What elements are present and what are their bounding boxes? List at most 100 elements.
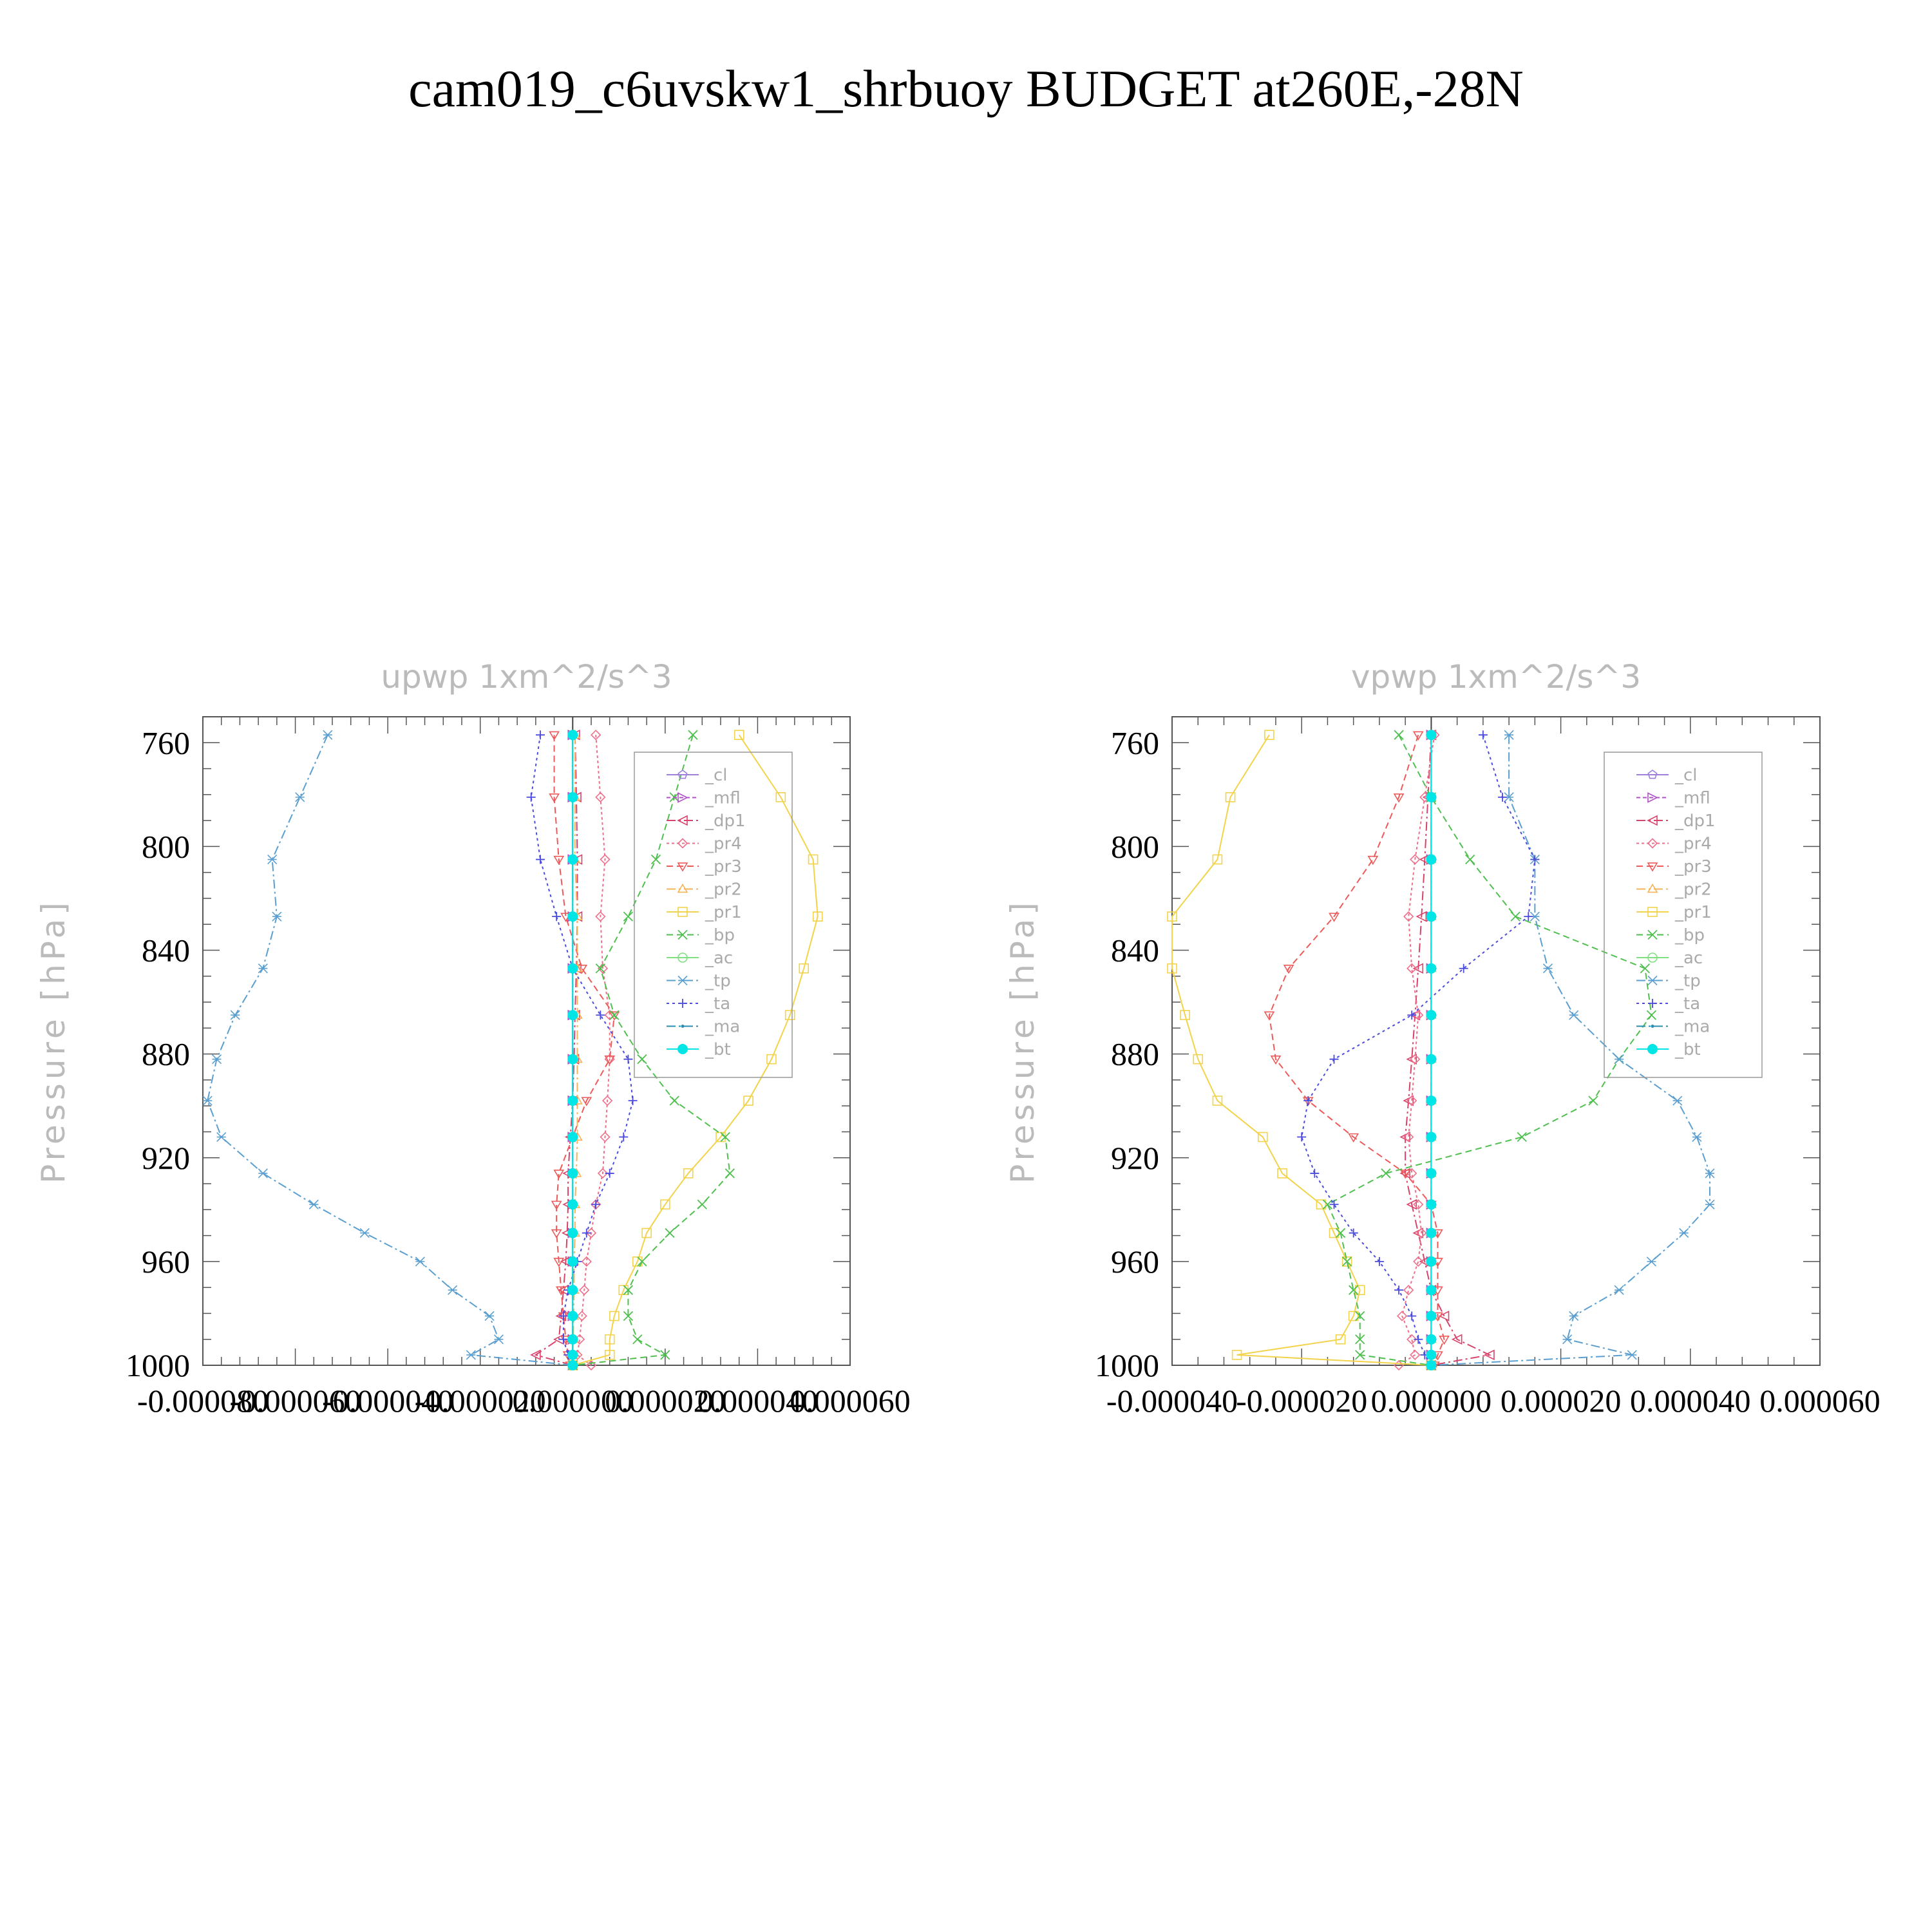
vpwp-point-bt bbox=[1426, 963, 1437, 974]
vpwp-point-bt bbox=[1426, 1360, 1437, 1370]
vpwp-series-group bbox=[1167, 729, 1715, 1371]
vpwp-panel: vpwp 1xm^2/s^3 Pressure [hPa] 760 800 840 880… bbox=[1004, 658, 1880, 1419]
vpwp-x-tick-label: 0.000060 bbox=[1759, 1383, 1880, 1419]
vpwp-point-pr1 bbox=[1341, 1256, 1352, 1267]
upwp-legend-label: _ta bbox=[705, 994, 730, 1014]
vpwp-legend-label: _pr1 bbox=[1674, 903, 1712, 922]
upwp-point-bt bbox=[567, 1010, 578, 1021]
upwp-y-tick-label: 760 bbox=[142, 724, 190, 761]
vpwp-point-dp1 bbox=[1399, 1132, 1410, 1142]
upwp-point-pr3 bbox=[553, 855, 565, 866]
vpwp-legend-marker-pr1 bbox=[1647, 907, 1658, 917]
upwp-point-tp bbox=[448, 1285, 458, 1295]
vpwp-panel-title: vpwp 1xm^2/s^3 bbox=[1351, 658, 1641, 696]
vpwp-point-pr4 bbox=[1410, 1054, 1421, 1065]
upwp-point-pr4 bbox=[595, 911, 606, 922]
vpwp-point-dp1 bbox=[1451, 1334, 1463, 1345]
upwp-point-bt bbox=[567, 1285, 578, 1296]
upwp-plot-frame bbox=[202, 716, 851, 1366]
vpwp-point-pr4 bbox=[1413, 1010, 1424, 1021]
vpwp-point-pr4 bbox=[1403, 1285, 1414, 1296]
upwp-y-tick-label: 800 bbox=[142, 828, 190, 864]
vpwp-legend-marker-bp bbox=[1647, 929, 1658, 940]
upwp-y-tick-label: 840 bbox=[142, 933, 190, 969]
upwp-point-ta bbox=[619, 1132, 629, 1142]
upwp-legend-label: _mfl bbox=[705, 789, 741, 808]
upwp-point-ta bbox=[623, 1054, 633, 1064]
upwp-point-bt bbox=[567, 1360, 578, 1370]
vpwp-point-ta bbox=[1329, 1200, 1339, 1209]
vpwp-y-axis-label: Pressure [hPa] bbox=[1004, 898, 1041, 1184]
upwp-series-line-pr3 bbox=[553, 735, 615, 1366]
vpwp-series-line-pr3 bbox=[1268, 734, 1445, 1366]
vpwp-point-pr1 bbox=[1277, 1168, 1287, 1179]
upwp-point-bt bbox=[567, 791, 578, 802]
vpwp-point-pr4 bbox=[1410, 854, 1421, 865]
vpwp-point-bp bbox=[1335, 1227, 1346, 1238]
upwp-point-bp bbox=[724, 1168, 735, 1179]
upwp-y-tick-label: 1000 bbox=[126, 1347, 190, 1383]
upwp-point-ta bbox=[558, 1334, 568, 1344]
vpwp-point-dp1 bbox=[1399, 1168, 1410, 1179]
upwp-point-tp bbox=[202, 1095, 213, 1106]
upwp-point-pr3 bbox=[549, 731, 560, 741]
upwp-legend-marker-pr1 bbox=[677, 907, 688, 917]
vpwp-legend-marker-pr2 bbox=[1647, 883, 1658, 893]
upwp-point-tp bbox=[415, 1256, 425, 1267]
upwp-point-bt bbox=[567, 1095, 578, 1106]
vpwp-point-bt bbox=[1426, 1311, 1437, 1321]
vpwp-point-pr1 bbox=[1329, 1227, 1340, 1238]
upwp-point-bt bbox=[567, 1199, 578, 1210]
vpwp-legend-marker-dp1 bbox=[1647, 815, 1658, 826]
vpwp-x-tick-label: 0.000040 bbox=[1630, 1383, 1751, 1419]
vpwp-point-pr3 bbox=[1264, 1011, 1275, 1021]
upwp-point-pr4 bbox=[579, 1285, 590, 1296]
upwp-point-ta bbox=[596, 1010, 605, 1020]
upwp-point-pr4 bbox=[581, 1256, 592, 1267]
vpwp-point-pr1 bbox=[1335, 1334, 1346, 1345]
upwp-legend-marker-pr3 bbox=[677, 862, 688, 872]
upwp-y-tick-label: 960 bbox=[142, 1244, 190, 1280]
vpwp-point-pr3 bbox=[1399, 1170, 1411, 1179]
upwp-point-pr3 bbox=[604, 1055, 616, 1065]
vpwp-point-ta bbox=[1414, 1334, 1423, 1344]
vpwp-point-pr4 bbox=[1396, 1311, 1408, 1321]
vpwp-series-line-ta bbox=[1301, 734, 1536, 1366]
vpwp-point-ta bbox=[1407, 1010, 1417, 1020]
upwp-point-ta bbox=[526, 792, 536, 802]
vpwp-point-pr1 bbox=[1231, 1350, 1242, 1360]
vpwp-point-bp bbox=[1646, 1010, 1657, 1020]
upwp-legend-label: _pr2 bbox=[705, 880, 742, 900]
upwp-legend-marker-ta bbox=[678, 999, 687, 1008]
vpwp-point-dp1 bbox=[1403, 1095, 1414, 1106]
vpwp-point-dp1 bbox=[1406, 1198, 1417, 1210]
upwp-point-pr1 bbox=[799, 963, 810, 974]
upwp-point-bt bbox=[567, 911, 578, 922]
upwp-point-pr4 bbox=[591, 730, 601, 741]
vpwp-point-ta bbox=[1394, 1285, 1404, 1295]
upwp-point-ta bbox=[591, 1200, 601, 1209]
upwp-point-ta bbox=[552, 912, 562, 922]
upwp-legend-marker-bp bbox=[677, 929, 688, 940]
vpwp-point-bt bbox=[1426, 1334, 1437, 1345]
upwp-point-tp bbox=[230, 1010, 240, 1020]
vpwp-point-pr1 bbox=[1193, 1054, 1204, 1065]
vpwp-point-bp bbox=[1510, 911, 1520, 922]
upwp-point-tp bbox=[258, 963, 268, 974]
upwp-point-pr3 bbox=[551, 1200, 562, 1210]
upwp-legend-label: _pr3 bbox=[705, 857, 742, 876]
vpwp-legend-label: _bp bbox=[1674, 926, 1705, 945]
vpwp-point-pr1 bbox=[1354, 1285, 1365, 1295]
vpwp-point-pr4 bbox=[1410, 1349, 1421, 1361]
vpwp-point-dp1 bbox=[1409, 1009, 1421, 1021]
vpwp-point-ta bbox=[1498, 792, 1508, 802]
upwp-x-tick-label: 0.000040 bbox=[697, 1383, 819, 1419]
vpwp-y-tick-label: 880 bbox=[1111, 1036, 1159, 1072]
upwp-point-bt bbox=[567, 963, 578, 974]
vpwp-legend-label: _pr4 bbox=[1674, 835, 1712, 854]
vpwp-point-bt bbox=[1426, 1256, 1437, 1267]
figure-title: cam019_c6uvskw1_shrbuoy BUDGET at260E,-2… bbox=[408, 59, 1524, 118]
vpwp-point-tp bbox=[1569, 1311, 1579, 1321]
vpwp-point-pr1 bbox=[1167, 963, 1177, 974]
vpwp-point-ta bbox=[1303, 1096, 1313, 1106]
